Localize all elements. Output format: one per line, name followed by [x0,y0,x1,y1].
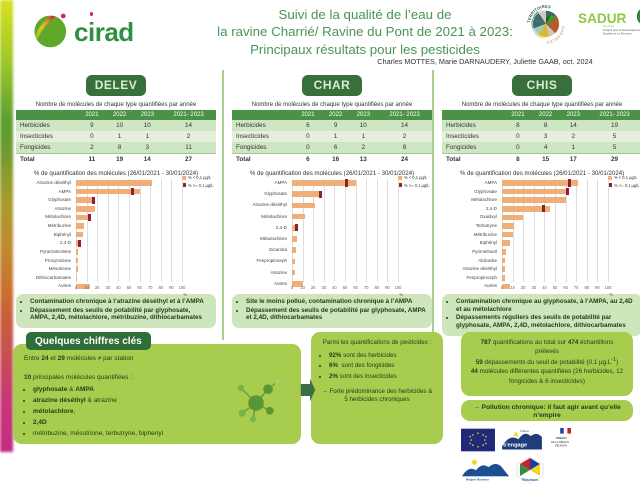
svg-text:Réunion: Réunion [522,477,539,482]
svg-text:PRÉFET: PRÉFET [556,435,567,440]
svg-text:SADUR: SADUR [578,11,627,26]
svg-text:Région Réunion: Région Réunion [466,477,489,481]
svg-text:s'engage: s'engage [504,442,528,448]
svg-text:France: France [521,429,530,433]
svg-text:Durable de La Réunion: Durable de La Réunion [603,31,632,35]
